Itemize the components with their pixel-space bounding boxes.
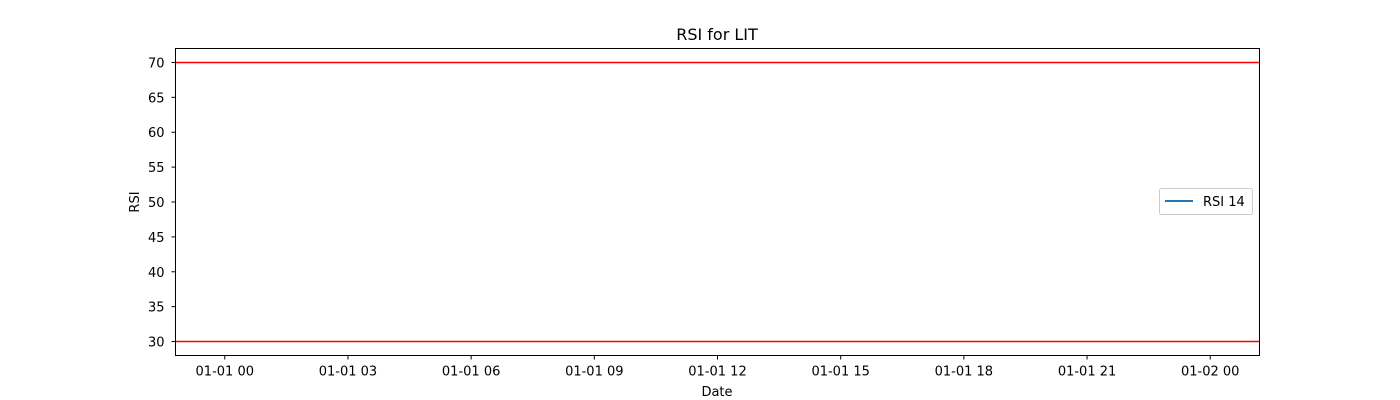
x-tick-label: 01-02 00 (1181, 365, 1239, 380)
y-tick-label: 35 (148, 301, 165, 316)
x-tick-label: 01-01 12 (688, 365, 746, 380)
y-tick-label: 40 (148, 266, 165, 281)
y-tick-label: 50 (148, 196, 165, 211)
legend: RSI 14 (1159, 188, 1253, 215)
chart-title: RSI for LIT (676, 25, 758, 44)
x-tick-label: 01-01 21 (1058, 365, 1116, 380)
x-tick-label: 01-01 15 (811, 365, 869, 380)
legend-box (1159, 188, 1253, 215)
y-tick-label: 70 (148, 56, 165, 71)
legend-label-rsi-14: RSI 14 (1203, 195, 1245, 210)
y-axis-label: RSI (128, 191, 143, 212)
y-tick-label: 55 (148, 161, 165, 176)
y-tick-label: 60 (148, 126, 165, 141)
x-tick-label: 01-01 03 (319, 365, 377, 380)
reference-lines (175, 61, 1260, 343)
x-axis-ticks: 01-01 00 01-01 03 01-01 06 01-01 09 01-01 12… (196, 355, 1239, 380)
x-tick-label: 01-01 00 (196, 365, 254, 380)
x-axis-label: Date (701, 385, 732, 400)
y-tick-label: 45 (148, 231, 165, 246)
x-tick-label: 01-01 18 (935, 365, 993, 380)
y-tick-label: 30 (148, 336, 165, 351)
y-axis-ticks: 30 35 40 45 50 55 60 65 70 (148, 56, 176, 351)
x-tick-label: 01-01 09 (565, 365, 623, 380)
y-tick-label: 65 (148, 91, 165, 106)
x-tick-label: 01-01 06 (442, 365, 500, 380)
